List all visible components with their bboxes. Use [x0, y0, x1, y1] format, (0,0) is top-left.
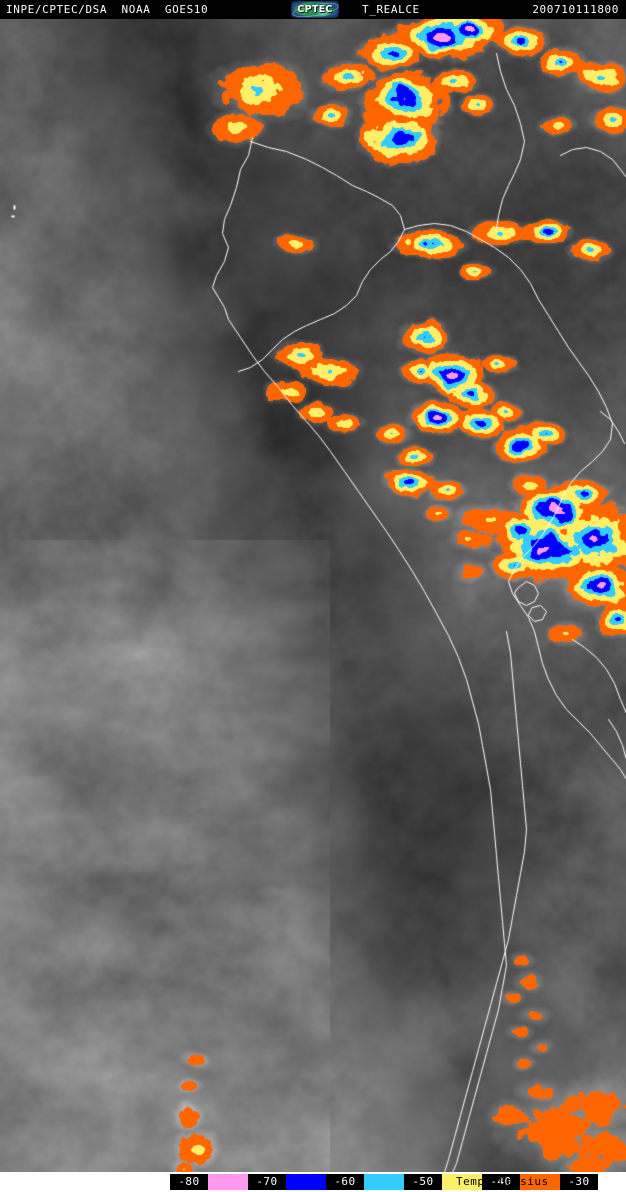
cptec-logo-text: CPTEC: [297, 4, 333, 15]
colorbar-scale: -80 -70 -60 -50 -40 -30: [170, 1174, 598, 1190]
colorbar-tick-label: -40: [482, 1174, 520, 1190]
globe-icon: [294, 2, 336, 17]
header-bar: INPE/CPTEC/DSA NOAA GOES10 CPTEC T_REALC…: [0, 0, 626, 19]
satellite-image-panel[interactable]: [0, 19, 626, 1172]
colorbar-tick-label: -50: [404, 1174, 442, 1190]
colorbar-swatch-cyan: [364, 1174, 404, 1190]
temperature-colorbar: -80 -70 -60 -50 -40 -30 Temp. Celsius: [0, 1172, 626, 1192]
colorbar-swatch-yellow: [442, 1174, 482, 1190]
header-product-label: T_REALCE: [362, 3, 420, 16]
colorbar-tick-label: -80: [170, 1174, 208, 1190]
header-timestamp: 200710111800: [532, 3, 619, 16]
colorbar-swatch-orange: [520, 1174, 560, 1190]
header-source-label: INPE/CPTEC/DSA NOAA GOES10: [6, 3, 209, 16]
colorbar-tick-label: -30: [560, 1174, 598, 1190]
colorbar-tick-label: -60: [326, 1174, 364, 1190]
colorbar-tick-label: -70: [248, 1174, 286, 1190]
cptec-logo: CPTEC: [291, 1, 339, 18]
colorbar-swatch-blue: [286, 1174, 326, 1190]
colorbar-swatch-violet-pink: [208, 1174, 248, 1190]
colorbar-units-label: Temp. Celsius: [456, 1175, 549, 1188]
goes10-enhanced-ir-image[interactable]: [0, 19, 626, 1172]
